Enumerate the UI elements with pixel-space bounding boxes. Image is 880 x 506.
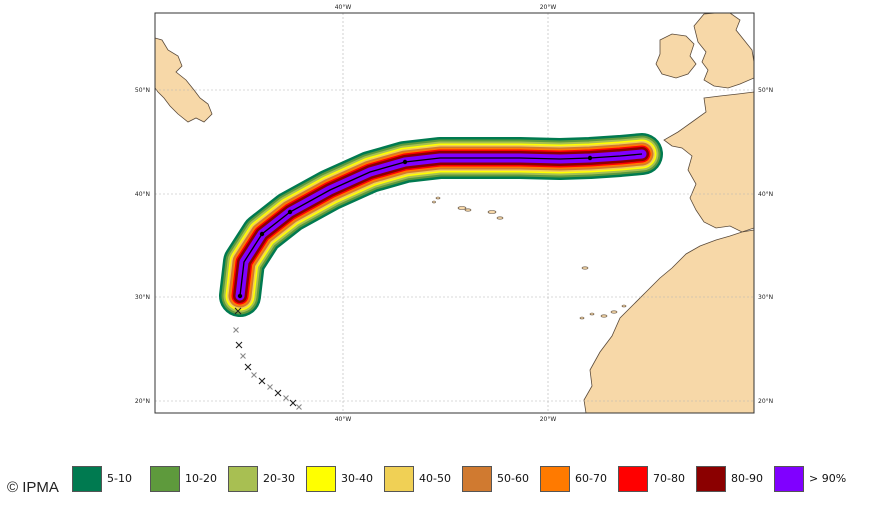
past-position-marker — [234, 307, 242, 315]
past-position-marker — [244, 363, 252, 371]
lat-label-left-40n: 40°N — [135, 191, 150, 198]
lon-label-top-20w: 20°W — [540, 4, 557, 11]
past-position-marker — [296, 404, 302, 410]
legend-swatch — [618, 466, 648, 492]
land-island — [581, 266, 589, 270]
past-position-marker — [274, 389, 282, 397]
legend-label: 5-10 — [107, 472, 132, 485]
land-britain — [693, 13, 754, 89]
past-position-marker — [240, 353, 246, 359]
forecast-track — [237, 153, 643, 299]
map-frame — [154, 12, 755, 414]
track-point — [402, 159, 408, 165]
past-position-marker — [235, 341, 243, 349]
legend-label: 50-60 — [497, 472, 529, 485]
land-island — [487, 210, 497, 214]
land-island — [496, 216, 504, 220]
past-position-marker — [283, 395, 289, 401]
legend-label: 80-90 — [731, 472, 763, 485]
land-island — [589, 312, 595, 316]
lon-label-bottom-40w: 40°W — [335, 416, 352, 423]
legend-swatch — [150, 466, 180, 492]
land-island — [621, 304, 627, 308]
legend-swatch — [774, 466, 804, 492]
legend-label: 20-30 — [263, 472, 295, 485]
legend-label: 70-80 — [653, 472, 685, 485]
legend-swatch — [696, 466, 726, 492]
legend-swatch — [72, 466, 102, 492]
probability-legend: 5-10 10-20 20-30 30-40 40-50 50-60 60-70 70-80 8… — [72, 462, 862, 498]
land-iberia-france — [663, 91, 754, 233]
legend-swatch — [228, 466, 258, 492]
graticule — [155, 13, 754, 413]
lat-label-right-40n: 40°N — [758, 191, 773, 198]
lat-label-left-20n: 20°N — [135, 398, 150, 405]
past-position-marker — [258, 377, 266, 385]
past-position-marker — [251, 372, 257, 378]
lat-label-right-30n: 30°N — [758, 294, 773, 301]
track-line — [239, 153, 643, 297]
lat-label-right-50n: 50°N — [758, 87, 773, 94]
legend-swatch — [384, 466, 414, 492]
land-masses — [155, 13, 754, 413]
legend-swatch — [462, 466, 492, 492]
lon-label-bottom-20w: 20°W — [540, 416, 557, 423]
land-island — [457, 206, 467, 210]
legend-label: 30-40 — [341, 472, 373, 485]
legend-swatch — [306, 466, 336, 492]
land-island — [579, 316, 585, 320]
lon-label-top-40w: 40°W — [335, 4, 352, 11]
past-track — [233, 307, 302, 410]
copyright-text: © IPMA — [7, 479, 59, 496]
legend-label: 40-50 — [419, 472, 451, 485]
legend-swatch — [540, 466, 570, 492]
legend-label: > 90% — [809, 472, 847, 485]
past-position-marker — [289, 399, 297, 407]
lat-label-right-20n: 20°N — [758, 398, 773, 405]
lat-label-left-30n: 30°N — [135, 294, 150, 301]
land-island — [600, 314, 608, 318]
lat-label-left-50n: 50°N — [135, 87, 150, 94]
land-island — [432, 200, 436, 204]
track-point — [287, 209, 293, 215]
past-position-marker — [233, 327, 239, 333]
legend-label: 10-20 — [185, 472, 217, 485]
track-point — [259, 231, 265, 237]
land-island — [464, 208, 472, 212]
land-newfoundland — [155, 37, 213, 123]
past-position-marker — [267, 384, 273, 390]
track-point — [587, 155, 593, 161]
land-ireland — [655, 33, 697, 79]
land-island — [610, 310, 618, 314]
legend-label: 60-70 — [575, 472, 607, 485]
land-island — [435, 196, 441, 200]
track-point — [237, 293, 243, 299]
land-africa — [583, 229, 754, 413]
